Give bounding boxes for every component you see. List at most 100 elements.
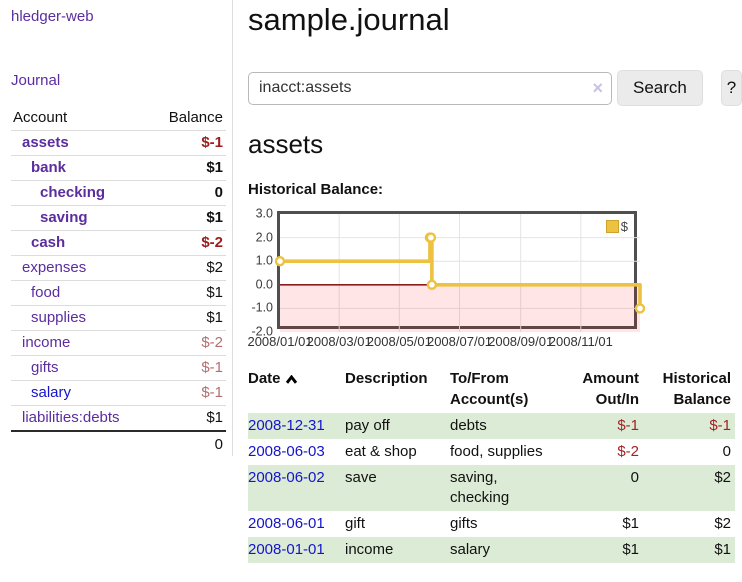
register-row: 2008-12-31 pay off debts $-1 $-1	[248, 413, 735, 439]
accounts-header-row: Account Balance	[11, 106, 226, 131]
transaction-date-link[interactable]: 2008-01-01	[248, 541, 325, 558]
register-row: 2008-06-02 save saving, checking 0 $2	[248, 465, 735, 511]
account-row: checking 0	[11, 180, 226, 206]
register-row: 2008-06-01 gift gifts $1 $2	[248, 511, 735, 537]
cell-date: 2008-12-31	[248, 413, 345, 439]
x-tick-label: 2008/03/01	[306, 334, 372, 349]
account-link-gifts[interactable]: gifts	[31, 359, 59, 376]
cell-description: income	[345, 541, 394, 558]
cell-accounts: saving, checking	[450, 469, 510, 506]
account-link-cash[interactable]: cash	[31, 234, 66, 251]
main-content: sample.journal × Search ? assets Histori…	[234, 0, 742, 563]
chart-legend: $	[603, 218, 630, 235]
account-link-salary[interactable]: salary	[31, 384, 72, 401]
x-tick-label: 2008/09/01	[488, 334, 554, 349]
account-heading: assets	[248, 129, 324, 159]
search-input-wrap: ×	[248, 71, 612, 105]
account-link-assets[interactable]: assets	[22, 134, 69, 151]
transaction-date-link[interactable]: 2008-06-01	[248, 515, 325, 532]
app-brand-link[interactable]: hledger-web	[11, 8, 94, 25]
register-header-balance: Historical Balance	[662, 370, 731, 408]
help-button[interactable]: ?	[720, 70, 742, 106]
account-row: assets $-1	[11, 130, 226, 156]
register-header-date[interactable]: Date	[248, 365, 345, 413]
cell-accounts: gifts	[450, 515, 478, 532]
cell-balance: $-1	[709, 417, 731, 434]
account-row: gifts $-1	[11, 355, 226, 381]
cell-balance: $2	[714, 469, 731, 486]
account-balance: $2	[206, 259, 223, 276]
cell-accounts: food, supplies	[450, 443, 543, 460]
account-row: saving $1	[11, 205, 226, 231]
register-header-description: Description	[345, 370, 428, 387]
accounts-total-row: 0	[11, 431, 226, 458]
legend-swatch-icon	[605, 220, 619, 233]
cell-accounts: debts	[450, 417, 487, 434]
x-tick-label: 2008/11/01	[548, 334, 613, 349]
account-balance: $-1	[201, 134, 223, 151]
clear-search-icon[interactable]: ×	[592, 77, 603, 98]
cell-balance: $1	[714, 541, 731, 558]
account-row: cash $-2	[11, 230, 226, 256]
cell-amount: 0	[630, 469, 639, 486]
account-balance: $1	[206, 284, 223, 301]
sort-ascending-icon	[285, 374, 297, 384]
cell-date: 2008-06-03	[248, 439, 345, 465]
account-row: bank $1	[11, 155, 226, 181]
account-link-checking[interactable]: checking	[40, 184, 106, 201]
x-tick-label: 2008/05/01	[366, 334, 432, 349]
sidebar-item-journal[interactable]: Journal	[11, 72, 61, 89]
account-link-bank[interactable]: bank	[31, 159, 67, 176]
accounts-total-spacer	[11, 431, 150, 458]
search-bar: × Search ?	[248, 70, 742, 106]
y-tick-label: 2.0	[255, 230, 273, 245]
cell-description: pay off	[345, 417, 390, 434]
account-link-saving[interactable]: saving	[40, 209, 88, 226]
cell-balance: 0	[722, 443, 731, 460]
account-link-liabilities-debts[interactable]: liabilities:debts	[22, 409, 120, 426]
account-balance: 0	[214, 184, 223, 201]
account-row: supplies $1	[11, 305, 226, 331]
account-balance: $1	[206, 209, 223, 226]
search-button[interactable]: Search	[617, 70, 703, 106]
account-link-expenses[interactable]: expenses	[22, 259, 87, 276]
search-input[interactable]	[248, 71, 612, 105]
historical-balance-chart: 3.0 2.0 1.0 0.0 -1.0 -2.0 $ 2008/01/01 2008/03…	[247, 206, 738, 351]
register-header-amount: Amount Out/In	[582, 370, 639, 408]
transaction-date-link[interactable]: 2008-12-31	[248, 417, 325, 434]
accounts-header-balance: Balance	[168, 109, 223, 126]
account-link-food[interactable]: food	[31, 284, 61, 301]
register-header-accounts: To/From Account(s)	[450, 370, 529, 408]
cell-amount: $-2	[617, 443, 639, 460]
register-table: Date Description To/From Account(s) Amou…	[248, 365, 735, 563]
account-balance: $1	[206, 159, 223, 176]
chart-title: Historical Balance:	[248, 181, 384, 198]
account-link-supplies[interactable]: supplies	[31, 309, 87, 326]
account-row: income $-2	[11, 330, 226, 356]
cell-description: eat & shop	[345, 443, 417, 460]
cell-date: 2008-06-02	[248, 465, 345, 511]
y-tick-label: 3.0	[255, 206, 273, 221]
y-tick-label: 1.0	[255, 253, 273, 268]
register-header-row: Date Description To/From Account(s) Amou…	[248, 365, 735, 413]
cell-date: 2008-06-01	[248, 511, 345, 537]
x-tick-label: 2008/01/01	[247, 334, 313, 349]
account-balance: $-2	[201, 234, 223, 251]
register-row: 2008-06-03 eat & shop food, supplies $-2 0	[248, 439, 735, 465]
cell-amount: $-1	[617, 417, 639, 434]
sidebar: hledger-web Journal Account Balance asse…	[0, 0, 233, 456]
transaction-date-link[interactable]: 2008-06-03	[248, 443, 325, 460]
account-balance: $1	[206, 309, 223, 326]
account-row: salary $-1	[11, 380, 226, 406]
chart-plot-area: $	[274, 211, 646, 332]
legend-label: $	[620, 219, 628, 234]
chart-canvas	[274, 214, 646, 332]
cell-description: save	[345, 469, 377, 486]
account-link-income[interactable]: income	[22, 334, 71, 351]
account-balance: $1	[206, 409, 223, 426]
account-balance: $-1	[201, 384, 223, 401]
y-tick-label: -1.0	[251, 300, 273, 315]
cell-amount: $1	[622, 541, 639, 558]
transaction-date-link[interactable]: 2008-06-02	[248, 469, 325, 486]
accounts-table: Account Balance assets $-1 bank $1 checking 0…	[11, 106, 226, 458]
